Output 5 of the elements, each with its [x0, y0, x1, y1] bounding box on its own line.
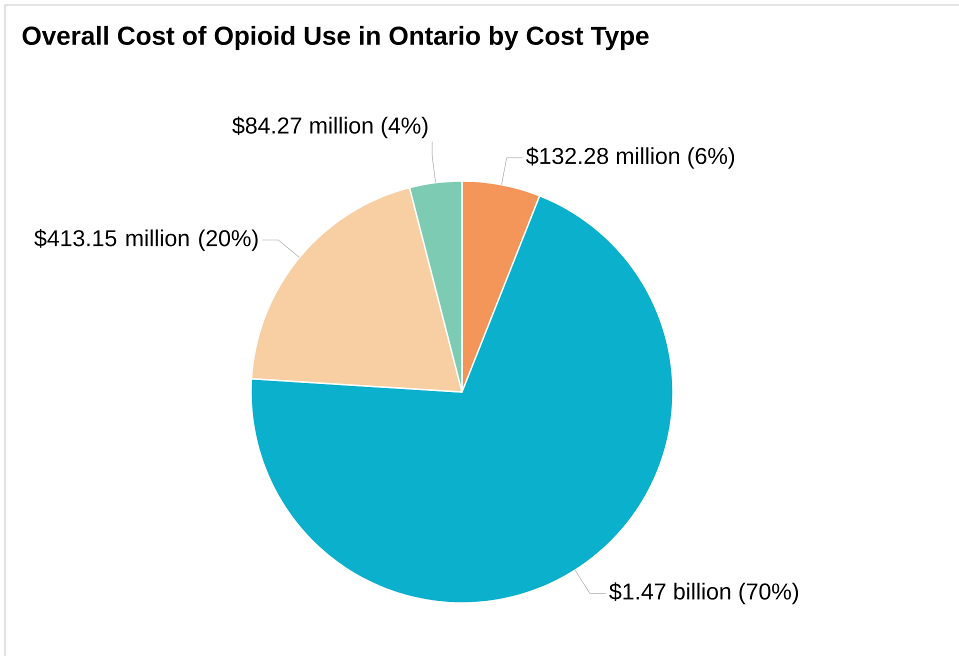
data-label: $132.28 million (6%): [526, 146, 734, 169]
data-label: $84.27 million (4%): [232, 116, 428, 138]
data-label: $1.47 billion (70%): [609, 582, 798, 604]
data-label: $413.15 million (20%): [34, 229, 258, 251]
chart-title: Overall Cost of Opioid Use in Ontario by Cost Type: [22, 26, 649, 50]
